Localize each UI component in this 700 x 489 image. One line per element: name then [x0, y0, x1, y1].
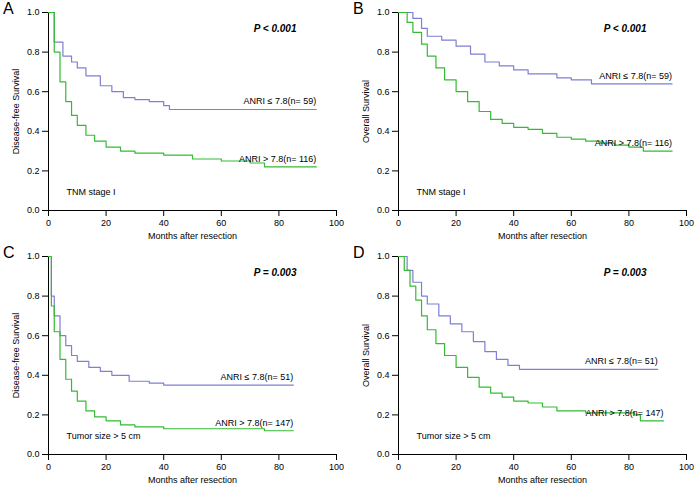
svg-text:0.0: 0.0: [377, 449, 390, 459]
svg-text:0.2: 0.2: [27, 410, 40, 420]
svg-text:ANRI ≤ 7.8(n= 59): ANRI ≤ 7.8(n= 59): [244, 96, 317, 106]
svg-text:60: 60: [216, 462, 226, 472]
svg-text:P = 0.003: P = 0.003: [254, 267, 297, 278]
svg-text:0.2: 0.2: [377, 166, 390, 176]
html-text:A: A: [3, 0, 14, 17]
svg-text:80: 80: [274, 462, 284, 472]
svg-text:100: 100: [329, 218, 344, 228]
svg-text:ANRI ≤ 7.8(n= 51): ANRI ≤ 7.8(n= 51): [221, 372, 294, 382]
svg-text:80: 80: [624, 218, 634, 228]
svg-text:Disease-free Survival: Disease-free Survival: [11, 313, 21, 399]
svg-text:0.4: 0.4: [377, 370, 390, 380]
svg-text:1.0: 1.0: [27, 251, 40, 261]
svg-text:0: 0: [396, 462, 401, 472]
svg-text:P = 0.003: P = 0.003: [604, 267, 647, 278]
svg-text:Months after resection: Months after resection: [498, 475, 587, 485]
svg-text:ANRI > 7.8(n= 147): ANRI > 7.8(n= 147): [215, 418, 293, 428]
svg-text:0.4: 0.4: [377, 126, 390, 136]
svg-text:60: 60: [216, 218, 226, 228]
svg-text:60: 60: [566, 218, 576, 228]
svg-text:0.0: 0.0: [377, 205, 390, 215]
svg-text:0.8: 0.8: [27, 291, 40, 301]
svg-text:P < 0.001: P < 0.001: [254, 23, 297, 34]
svg-text:1.0: 1.0: [27, 7, 40, 17]
svg-text:100: 100: [329, 462, 344, 472]
svg-text:Tumor size > 5 cm: Tumor size > 5 cm: [67, 431, 141, 441]
svg-text:0.0: 0.0: [27, 205, 40, 215]
svg-text:100: 100: [679, 462, 694, 472]
svg-text:0.8: 0.8: [377, 47, 390, 57]
svg-text:0: 0: [396, 218, 401, 228]
svg-text:0.2: 0.2: [377, 410, 390, 420]
svg-text:Disease-free Survival: Disease-free Survival: [11, 69, 21, 155]
svg-text:20: 20: [101, 218, 111, 228]
svg-text:0.2: 0.2: [27, 166, 40, 176]
svg-text:Overall Survival: Overall Survival: [361, 80, 371, 143]
svg-text:Overall Survival: Overall Survival: [361, 324, 371, 387]
html-text:D: D: [353, 244, 365, 261]
svg-text:0.8: 0.8: [27, 47, 40, 57]
svg-text:0.4: 0.4: [27, 370, 40, 380]
svg-text:1.0: 1.0: [377, 251, 390, 261]
svg-text:Tumor size > 5 cm: Tumor size > 5 cm: [417, 431, 491, 441]
svg-text:ANRI ≤ 7.8(n= 51): ANRI ≤ 7.8(n= 51): [585, 356, 658, 366]
svg-text:TNM stage I: TNM stage I: [67, 187, 116, 197]
svg-text:Months after resection: Months after resection: [498, 231, 587, 241]
svg-text:60: 60: [566, 462, 576, 472]
svg-text:0.6: 0.6: [27, 87, 40, 97]
svg-text:P < 0.001: P < 0.001: [604, 23, 647, 34]
svg-text:TNM stage I: TNM stage I: [417, 187, 466, 197]
svg-text:0: 0: [46, 462, 51, 472]
svg-text:ANRI > 7.8(n= 116): ANRI > 7.8(n= 116): [595, 138, 672, 148]
html-text:C: C: [3, 244, 15, 261]
svg-text:20: 20: [451, 218, 461, 228]
svg-text:100: 100: [679, 218, 694, 228]
svg-text:0.8: 0.8: [377, 291, 390, 301]
svg-text:80: 80: [624, 462, 634, 472]
svg-text:20: 20: [101, 462, 111, 472]
svg-text:40: 40: [509, 218, 519, 228]
svg-text:80: 80: [274, 218, 284, 228]
html-text:B: B: [353, 0, 364, 17]
svg-text:40: 40: [159, 462, 169, 472]
svg-text:ANRI > 7.8(n= 116): ANRI > 7.8(n= 116): [239, 154, 316, 164]
svg-text:40: 40: [509, 462, 519, 472]
svg-text:20: 20: [451, 462, 461, 472]
svg-text:0.6: 0.6: [27, 331, 40, 341]
svg-text:0.6: 0.6: [377, 331, 390, 341]
svg-text:0: 0: [46, 218, 51, 228]
svg-text:Months after resection: Months after resection: [148, 231, 237, 241]
svg-text:Months after resection: Months after resection: [148, 475, 237, 485]
svg-text:ANRI ≤ 7.8(n= 59): ANRI ≤ 7.8(n= 59): [599, 71, 672, 81]
svg-text:1.0: 1.0: [377, 7, 390, 17]
svg-text:0.4: 0.4: [27, 126, 40, 136]
svg-text:0.0: 0.0: [27, 449, 40, 459]
svg-text:ANRI > 7.8(n= 147): ANRI > 7.8(n= 147): [585, 408, 663, 418]
svg-text:0.6: 0.6: [377, 87, 390, 97]
svg-text:40: 40: [159, 218, 169, 228]
